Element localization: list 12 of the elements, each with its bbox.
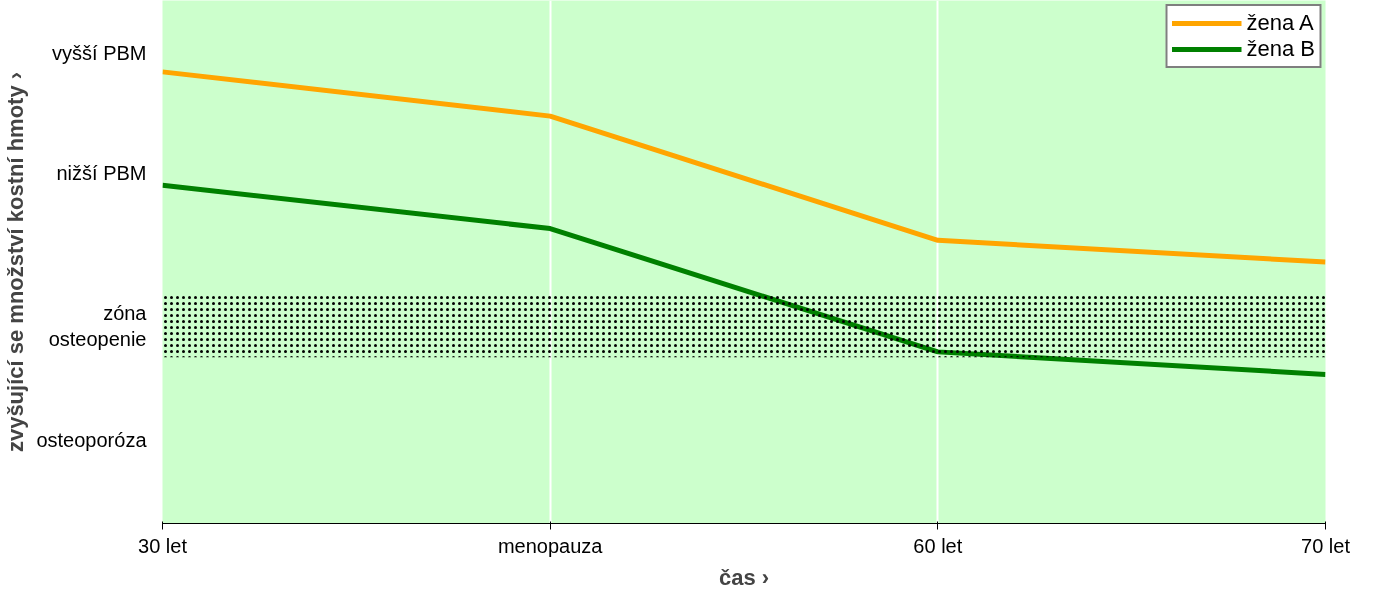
x-tick-label: 70 let [1301,534,1351,557]
text: osteoporóza [36,428,148,451]
x-tick-label: 60 let [913,534,963,557]
band-label: zóna osteopenie [48,301,148,351]
legend-label: žena A [1246,10,1314,36]
x-tick-label: 30 let [138,534,188,557]
text: nižší PBM [56,162,147,185]
y-axis-title: zvyšující se množství kostní hmoty › [3,71,29,453]
x-axis-title: čas › [718,564,770,590]
x-tick-label: menopauza [497,534,604,557]
text: vyšší PBM [52,41,147,64]
legend-label: žena B [1246,36,1315,62]
